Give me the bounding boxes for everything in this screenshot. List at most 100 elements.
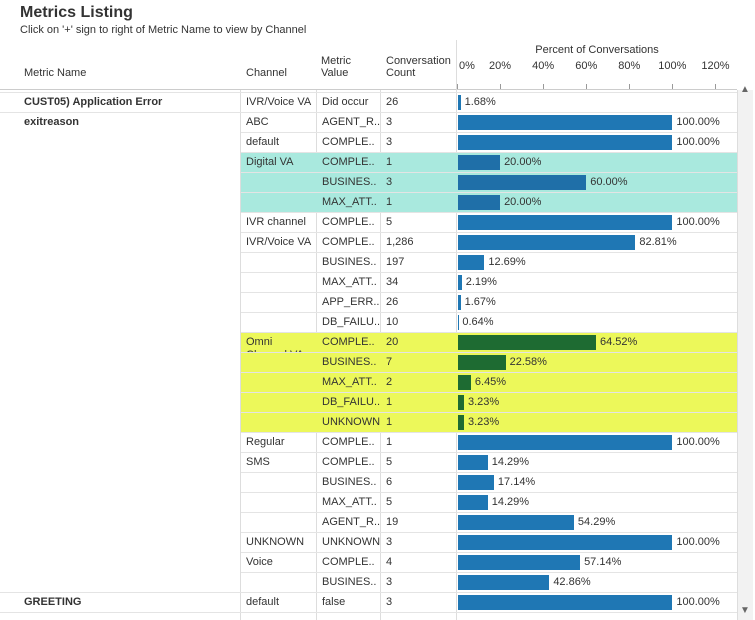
bar bbox=[458, 135, 673, 150]
metric-value: MAX_ATT.. bbox=[322, 276, 377, 288]
metric-value: BUSINES.. bbox=[322, 356, 377, 368]
metric-value: BUSINES.. bbox=[322, 256, 377, 268]
bar bbox=[458, 295, 461, 310]
metric-value: BUSINES.. bbox=[322, 576, 377, 588]
axis: 0% 20% 40% 60% 80% 100% 120% bbox=[0, 0, 737, 90]
bar bbox=[458, 235, 636, 250]
highlight-band bbox=[241, 412, 737, 432]
bar-label: 64.52% bbox=[599, 336, 638, 348]
row-rule bbox=[241, 432, 737, 433]
channel: UNKNOWN bbox=[246, 536, 305, 548]
row-rule bbox=[241, 232, 737, 233]
bar bbox=[458, 435, 673, 450]
bar-label: 14.29% bbox=[491, 496, 530, 508]
row-rule bbox=[241, 192, 737, 193]
metric-value: MAX_ATT.. bbox=[322, 376, 377, 388]
count: 1 bbox=[386, 436, 393, 448]
bar bbox=[458, 275, 462, 290]
subtitle: Click on '+' sign to right of Metric Nam… bbox=[20, 24, 307, 36]
highlight-band bbox=[241, 372, 737, 392]
metric-value: COMPLE.. bbox=[322, 156, 375, 168]
bar-label: 20.00% bbox=[504, 156, 542, 168]
metric-value: COMPLE.. bbox=[322, 556, 375, 568]
bar bbox=[458, 195, 501, 210]
row-rule bbox=[241, 152, 737, 153]
count: 5 bbox=[386, 216, 393, 228]
metric-value: COMPLE.. bbox=[322, 136, 375, 148]
bar-label: 100.00% bbox=[676, 216, 720, 228]
bar-label: 20.00% bbox=[504, 196, 542, 208]
count: 6 bbox=[386, 476, 393, 488]
channel: IVR/Voice VA bbox=[246, 96, 312, 108]
bar-label: 57.14% bbox=[584, 556, 622, 568]
metric-value: MAX_ATT.. bbox=[322, 496, 377, 508]
count: 5 bbox=[386, 456, 393, 468]
x-tick-label: 80% bbox=[618, 60, 641, 72]
row-rule bbox=[0, 612, 737, 613]
channel: IVR/Voice VA bbox=[246, 236, 312, 248]
metric-value: UNKNOWN bbox=[322, 536, 381, 548]
metric-value: COMPLE.. bbox=[322, 456, 375, 468]
count: 10 bbox=[386, 316, 399, 328]
row-rule bbox=[241, 172, 737, 173]
bar-label: 60.00% bbox=[590, 176, 628, 188]
bar bbox=[458, 115, 673, 130]
metric-value: COMPLE.. bbox=[322, 216, 375, 228]
count: 19 bbox=[386, 516, 399, 528]
column-header: Metric Name bbox=[24, 67, 87, 79]
tick-mark bbox=[586, 84, 588, 89]
count: 20 bbox=[386, 336, 399, 348]
bar-label: 17.14% bbox=[497, 476, 536, 488]
scrollbar[interactable] bbox=[737, 90, 753, 620]
channel: default bbox=[246, 596, 280, 608]
bar bbox=[458, 575, 550, 590]
bar-label: 0.64% bbox=[462, 316, 494, 328]
scroll-arrow[interactable]: ▲ bbox=[740, 84, 750, 95]
row-rule bbox=[241, 352, 737, 353]
bar-label: 3.23% bbox=[467, 416, 500, 428]
count: 1 bbox=[386, 156, 393, 168]
channel: ABC bbox=[246, 116, 269, 128]
scroll-arrow[interactable]: ▼ bbox=[740, 605, 750, 616]
metric-name: CUST05) Application Error bbox=[24, 96, 163, 108]
bar bbox=[458, 475, 494, 490]
metric-value: AGENT_R.. bbox=[322, 116, 381, 128]
channel: Digital VA bbox=[246, 156, 294, 168]
tick-mark bbox=[457, 84, 458, 89]
bar bbox=[458, 395, 464, 410]
axis-title: Percent of Conversations bbox=[535, 44, 659, 56]
metric-value: BUSINES.. bbox=[322, 476, 377, 488]
metric-value: COMPLE.. bbox=[322, 336, 375, 348]
count: 26 bbox=[386, 296, 399, 308]
bar-label: 1.67% bbox=[464, 296, 496, 308]
x-tick-label: 60% bbox=[575, 60, 598, 72]
bar-label: 3.23% bbox=[467, 396, 500, 408]
tick-mark bbox=[715, 84, 717, 89]
bar bbox=[458, 215, 673, 230]
count: 3 bbox=[386, 116, 393, 128]
count: 2 bbox=[386, 376, 393, 388]
count: 5 bbox=[386, 496, 393, 508]
metric-value: BUSINES.. bbox=[322, 176, 377, 188]
column-divider bbox=[456, 40, 457, 90]
channel: Voice bbox=[246, 556, 273, 568]
bar-label: 100.00% bbox=[676, 136, 720, 148]
bar bbox=[458, 255, 485, 270]
row-rule bbox=[241, 372, 737, 373]
row-rule bbox=[0, 592, 737, 593]
row-rule bbox=[241, 452, 737, 453]
row-rule bbox=[241, 492, 737, 493]
column-divider bbox=[240, 90, 241, 620]
row-rule bbox=[241, 312, 737, 313]
bar-label: 100.00% bbox=[676, 536, 720, 548]
bar bbox=[458, 415, 464, 430]
bar-label: 6.45% bbox=[474, 376, 507, 388]
row-rule bbox=[241, 392, 737, 393]
table-body: Voice Did occur 1 14.29% CUST05) Application… bbox=[0, 90, 737, 620]
metric-value: DB_FAILU.. bbox=[322, 316, 381, 328]
bar bbox=[458, 495, 488, 510]
row-rule bbox=[241, 552, 737, 553]
row-rule bbox=[0, 92, 737, 93]
row-rule bbox=[0, 112, 737, 113]
